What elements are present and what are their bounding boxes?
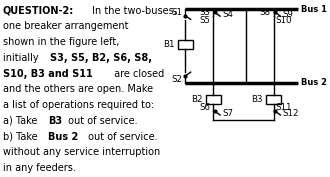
Text: b) Take: b) Take	[3, 132, 40, 142]
Text: out of service.: out of service.	[85, 132, 157, 142]
Text: Bus 2: Bus 2	[301, 78, 327, 87]
Text: S3: S3	[199, 8, 210, 17]
Text: S4: S4	[222, 10, 234, 19]
Text: B3: B3	[48, 116, 62, 126]
Text: are closed: are closed	[111, 69, 164, 79]
Text: Bus 2: Bus 2	[48, 132, 79, 142]
Bar	[206, 95, 221, 104]
Text: S5: S5	[199, 16, 210, 25]
Text: S8: S8	[260, 8, 271, 17]
Text: a) Take: a) Take	[3, 116, 40, 126]
Text: S1: S1	[171, 8, 182, 17]
Text: out of service.: out of service.	[65, 116, 138, 126]
Text: S10: S10	[276, 16, 292, 25]
Bar	[266, 95, 281, 104]
Text: in any feeders.: in any feeders.	[3, 163, 76, 173]
Text: B3: B3	[251, 95, 263, 104]
Text: S6: S6	[199, 103, 210, 112]
Text: shown in the figure left,: shown in the figure left,	[3, 37, 119, 47]
Text: S7: S7	[222, 109, 233, 118]
Bar	[178, 40, 193, 48]
Text: initially: initially	[3, 53, 41, 63]
Text: S10, B3 and S11: S10, B3 and S11	[3, 69, 92, 79]
Text: QUESTION-2:: QUESTION-2:	[3, 6, 74, 16]
Text: and the others are open. Make: and the others are open. Make	[3, 84, 153, 95]
Text: S2: S2	[171, 75, 182, 84]
Text: S12: S12	[282, 109, 299, 118]
Text: S9: S9	[282, 10, 293, 19]
Text: without any service interruption: without any service interruption	[3, 147, 160, 158]
Text: B2: B2	[191, 95, 203, 104]
Text: one breaker arrangement: one breaker arrangement	[3, 21, 128, 32]
Text: a list of operations required to:: a list of operations required to:	[3, 100, 154, 110]
Text: S3, S5, B2, S6, S8,: S3, S5, B2, S6, S8,	[50, 53, 151, 63]
Text: In the two-buses,: In the two-buses,	[89, 6, 177, 16]
Text: B1: B1	[163, 40, 175, 49]
Text: Bus 1: Bus 1	[301, 5, 327, 14]
Text: S11: S11	[276, 103, 292, 112]
